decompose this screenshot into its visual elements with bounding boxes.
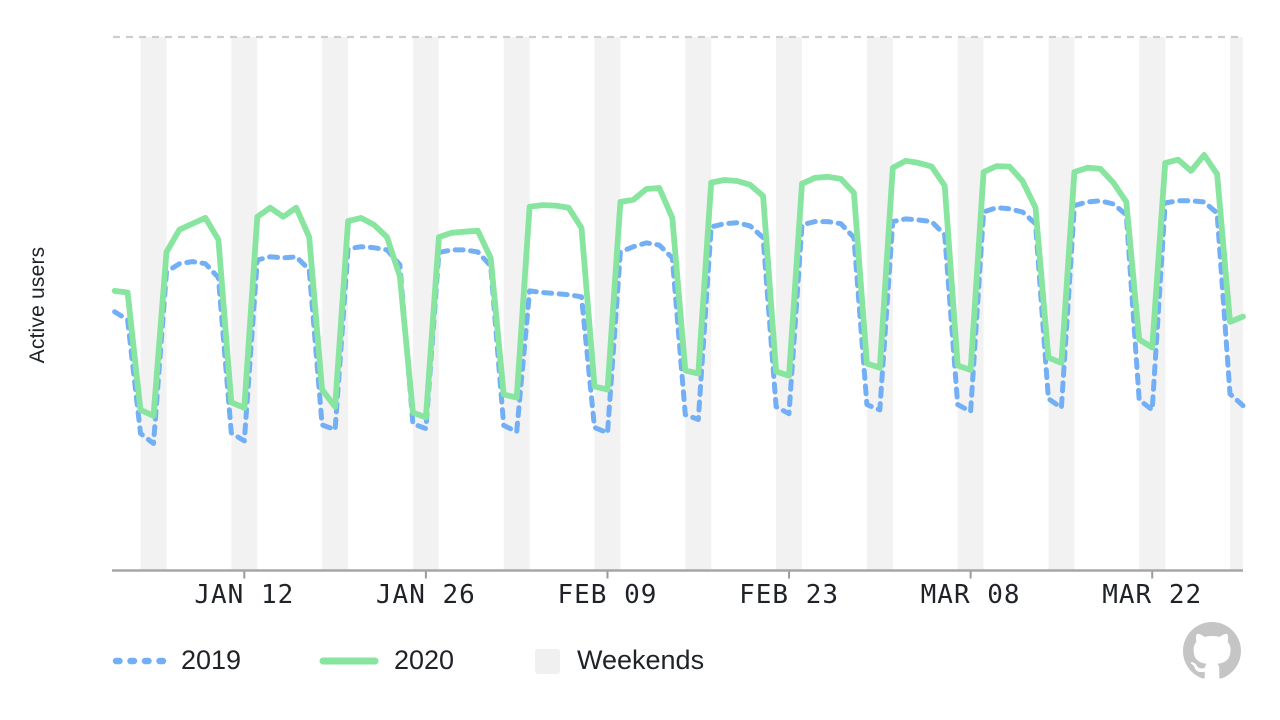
legend-2020-label: 2020 <box>394 645 455 675</box>
x-tick-label: MAR 08 <box>921 580 1021 610</box>
x-tick-label: JAN 12 <box>194 580 294 610</box>
x-tick-label: JAN 26 <box>376 580 476 610</box>
x-tick-label: FEB 09 <box>558 580 658 610</box>
github-octocat-mark <box>1183 622 1241 679</box>
x-tick-label: FEB 23 <box>739 580 839 610</box>
legend-weekends-swatch <box>535 649 560 674</box>
legend-2019-label: 2019 <box>181 645 242 675</box>
legend-2019-swatch <box>112 657 168 665</box>
weekend-band <box>1230 37 1243 570</box>
series-2020-line <box>111 151 1246 421</box>
legend-weekends-label: Weekends <box>577 645 705 675</box>
chart-plot-area: JAN 12 JAN 26 FEB 09 FEB 23 MAR 08 MAR 22 <box>111 35 1246 610</box>
weekend-band <box>1048 37 1075 570</box>
legend-weekend-square <box>535 649 560 674</box>
github-logo-icon <box>1183 622 1241 679</box>
legend-2020-swatch <box>319 657 379 665</box>
weekend-band <box>1139 37 1166 570</box>
series-2019-line <box>112 198 1246 446</box>
x-tick-label: MAR 22 <box>1102 580 1202 610</box>
